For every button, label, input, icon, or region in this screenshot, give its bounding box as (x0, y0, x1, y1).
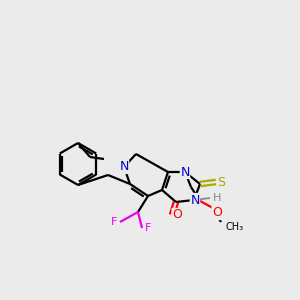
Text: F: F (145, 223, 151, 233)
Text: N: N (190, 194, 200, 206)
Text: CH₃: CH₃ (225, 222, 243, 232)
Text: O: O (212, 206, 222, 220)
Text: N: N (119, 160, 129, 173)
Text: N: N (180, 166, 190, 178)
Text: F: F (111, 217, 117, 227)
Text: S: S (217, 176, 225, 188)
Text: O: O (172, 208, 182, 221)
Text: H: H (213, 193, 221, 203)
